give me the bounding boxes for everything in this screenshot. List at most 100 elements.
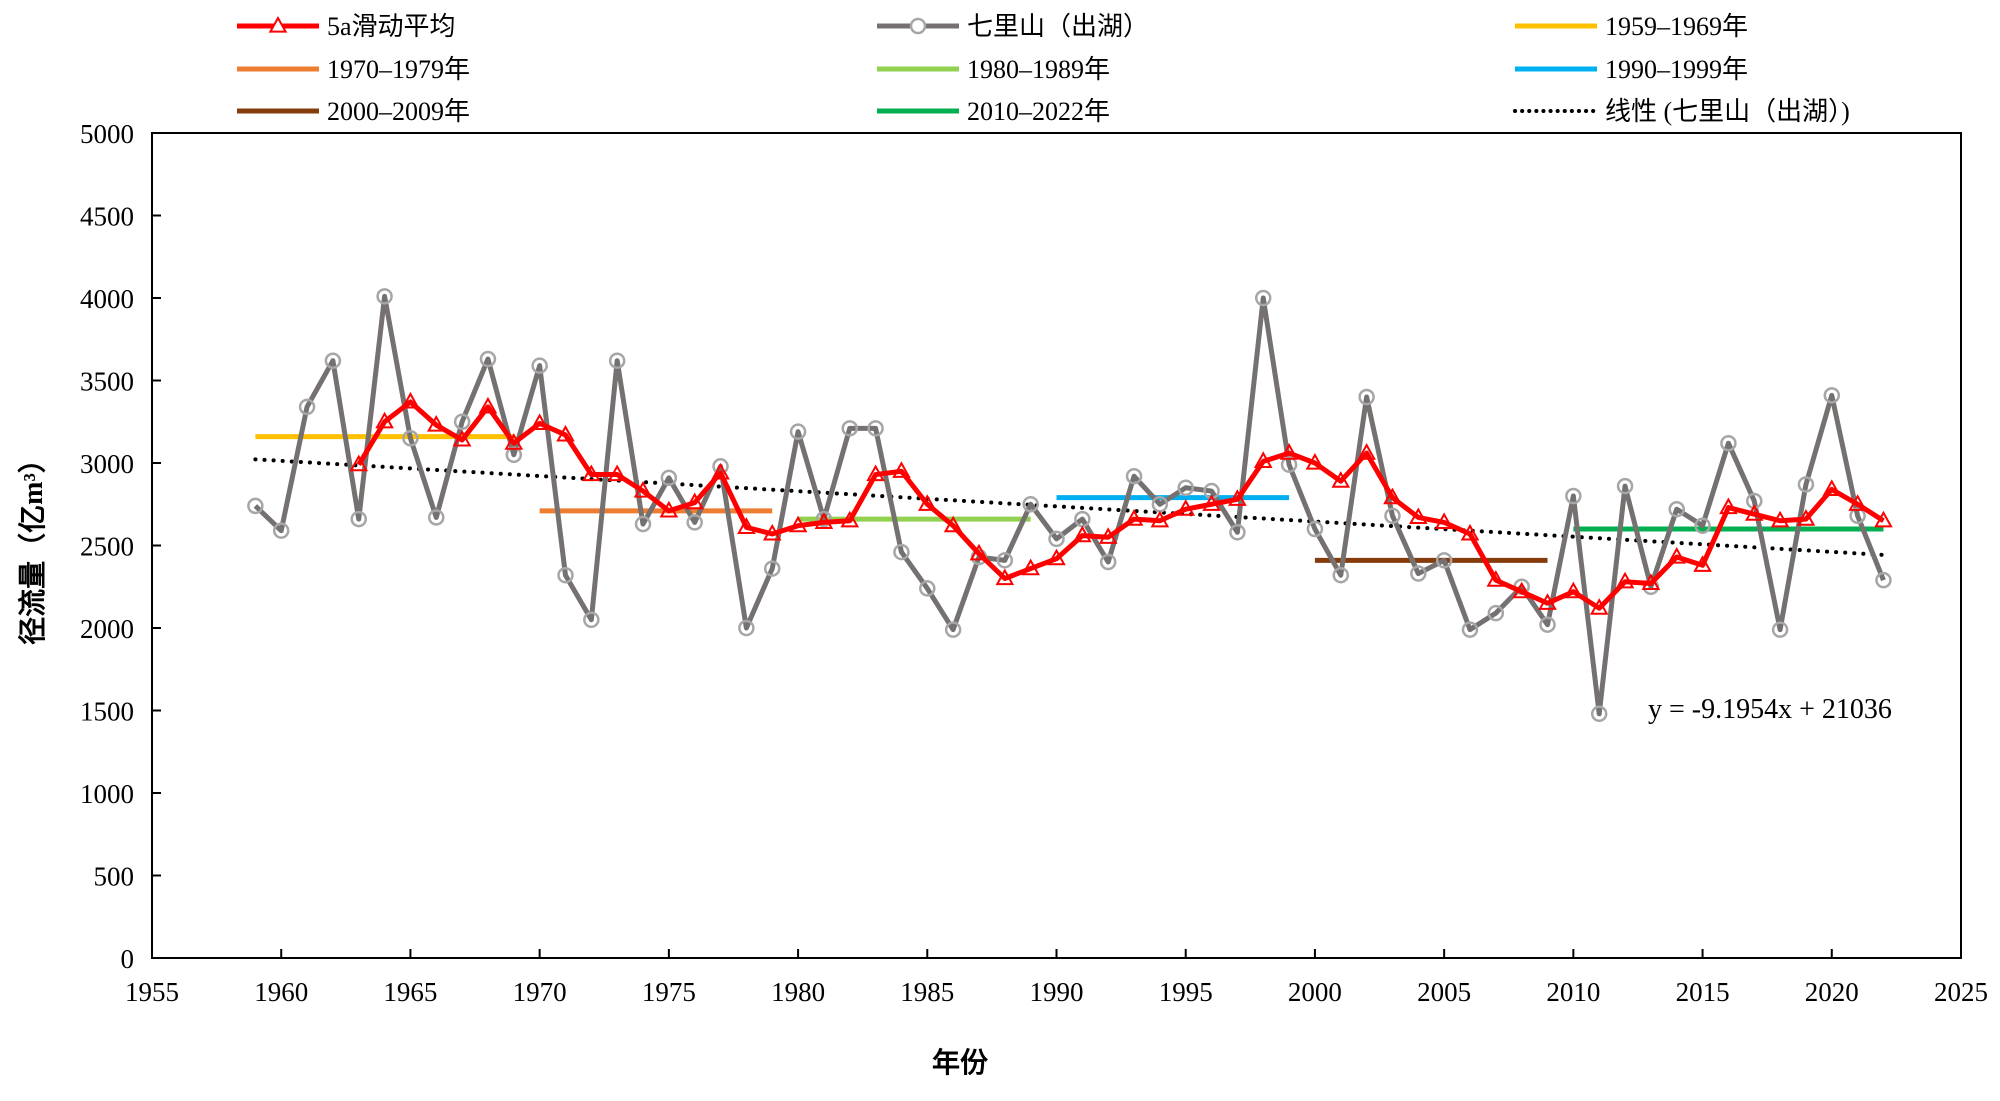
qilishan-point xyxy=(350,510,367,528)
moving-average-point xyxy=(1047,548,1066,566)
qilishan-point xyxy=(1797,476,1815,493)
moving-average-point xyxy=(1124,509,1144,526)
qilishan-point xyxy=(402,430,419,447)
qilishan-point xyxy=(1306,520,1324,538)
qilishan-point xyxy=(608,352,626,369)
x-tick-label: 2005 xyxy=(1417,977,1471,1007)
moving-average-point xyxy=(659,500,679,518)
y-tick-label: 1000 xyxy=(80,779,134,809)
legend-label: 线性 (七里山（出湖）) xyxy=(1605,97,1850,126)
moving-average-point xyxy=(1228,489,1247,506)
legend-circle-marker xyxy=(909,17,927,35)
qilishan-point xyxy=(660,469,678,487)
qilishan-point xyxy=(298,398,316,416)
y-tick-label: 3500 xyxy=(80,367,134,397)
moving-average-point xyxy=(1279,443,1299,460)
moving-average-point xyxy=(685,492,705,510)
x-tick-label: 1955 xyxy=(125,977,179,1007)
moving-average-point xyxy=(1098,527,1118,544)
moving-average-point xyxy=(607,464,627,482)
moving-average-point xyxy=(840,510,860,528)
qilishan-point xyxy=(1875,571,1892,589)
qilishan-point xyxy=(1849,507,1866,525)
moving-average-point xyxy=(1589,598,1609,615)
qilishan-point xyxy=(247,497,264,515)
x-tick-label: 1990 xyxy=(1030,977,1084,1007)
qilishan-point xyxy=(1022,496,1039,513)
qilishan-point xyxy=(272,522,290,539)
x-tick-label: 1995 xyxy=(1159,977,1213,1007)
qilishan-point xyxy=(479,350,497,368)
moving-average-point xyxy=(1408,507,1428,525)
y-tick-label: 1500 xyxy=(80,697,134,727)
moving-average-point xyxy=(1357,443,1376,460)
x-tick-label: 1960 xyxy=(254,977,308,1007)
qilishan-point xyxy=(1099,553,1117,571)
qilishan-point xyxy=(1771,621,1789,638)
moving-average-point xyxy=(1874,510,1893,528)
moving-average-point xyxy=(1615,571,1635,589)
moving-average-point xyxy=(1460,523,1480,541)
y-tick-label: 500 xyxy=(94,862,135,892)
axis-ticks: 0 500 1000 1500 2000 2500 3000 3500 4000 4500 5000… xyxy=(80,119,1988,1007)
moving-average-point xyxy=(452,429,472,447)
moving-average-point xyxy=(426,415,446,432)
qilishan-point xyxy=(557,566,574,584)
y-tick-label: 4500 xyxy=(80,202,134,232)
qilishan-line xyxy=(253,293,1886,717)
legend-triangle-marker xyxy=(268,15,288,33)
qilishan-point xyxy=(738,619,755,637)
x-tick-label: 1985 xyxy=(900,977,954,1007)
moving-average-point xyxy=(530,413,549,430)
trendline xyxy=(253,457,1886,557)
x-tick-label: 2025 xyxy=(1934,977,1988,1007)
moving-average-point xyxy=(1512,581,1531,599)
qilishan-point xyxy=(789,423,807,440)
series-group xyxy=(247,288,1893,723)
x-tick-label: 1980 xyxy=(771,977,825,1007)
moving-average-point xyxy=(1796,509,1816,526)
moving-average-point xyxy=(788,515,808,533)
moving-average-point xyxy=(1253,451,1273,468)
qilishan-point xyxy=(1410,565,1427,582)
x-tick-label: 2010 xyxy=(1546,977,1600,1007)
qilishan-point xyxy=(1616,477,1634,495)
moving-average-point xyxy=(762,523,782,541)
moving-average-point xyxy=(504,433,524,450)
x-tick-label: 1975 xyxy=(642,977,696,1007)
qilishan-point xyxy=(815,510,833,528)
legend-label: 2000–2009年 xyxy=(327,97,470,126)
moving-average-point xyxy=(1176,499,1196,516)
y-tick-label: 5000 xyxy=(80,119,134,149)
qilishan-point xyxy=(1254,289,1272,307)
qilishan-point xyxy=(944,621,962,638)
moving-average-point xyxy=(1434,512,1454,529)
moving-average-point xyxy=(737,517,756,534)
moving-average-point xyxy=(1486,570,1506,587)
moving-average-point xyxy=(1719,497,1738,515)
moving-average-point xyxy=(401,391,420,409)
moving-average-point xyxy=(1331,471,1351,488)
moving-average-point xyxy=(1822,479,1842,496)
x-tick-label: 2015 xyxy=(1676,977,1730,1007)
legend-label: 1970–1979年 xyxy=(327,55,470,84)
x-tick-label: 2000 xyxy=(1288,977,1342,1007)
qilishan-point xyxy=(1280,456,1298,473)
qilishan-point xyxy=(867,420,884,437)
moving-average-point xyxy=(478,396,498,414)
qilishan-point xyxy=(583,611,600,628)
legend-label: 2010–2022年 xyxy=(967,97,1110,126)
x-tick-label: 1970 xyxy=(513,977,567,1007)
qilishan-point xyxy=(841,420,859,437)
qilishan-point xyxy=(763,560,781,577)
y-tick-label: 2500 xyxy=(80,532,134,562)
qilishan-point xyxy=(1565,487,1582,505)
qilishan-point xyxy=(505,446,523,463)
moving-average-point xyxy=(1744,504,1764,521)
qilishan-point xyxy=(1332,566,1350,584)
moving-average-point xyxy=(375,411,394,429)
moving-average-point xyxy=(711,462,730,480)
trendline-line xyxy=(253,457,1886,557)
moving-average-point xyxy=(1848,494,1867,511)
period-mean-lines xyxy=(255,434,1884,563)
